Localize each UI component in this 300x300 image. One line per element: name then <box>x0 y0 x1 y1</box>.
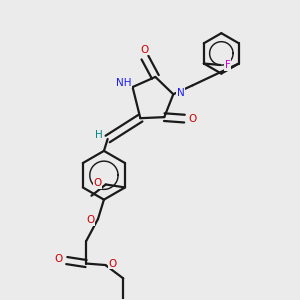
Text: N: N <box>177 88 184 98</box>
Text: O: O <box>86 215 95 225</box>
Text: O: O <box>109 259 117 269</box>
Text: O: O <box>141 45 149 55</box>
Text: F: F <box>225 60 230 70</box>
Text: O: O <box>188 114 196 124</box>
Text: O: O <box>54 254 63 264</box>
Text: H: H <box>95 130 103 140</box>
Text: NH: NH <box>116 78 131 88</box>
Text: O: O <box>93 178 101 188</box>
